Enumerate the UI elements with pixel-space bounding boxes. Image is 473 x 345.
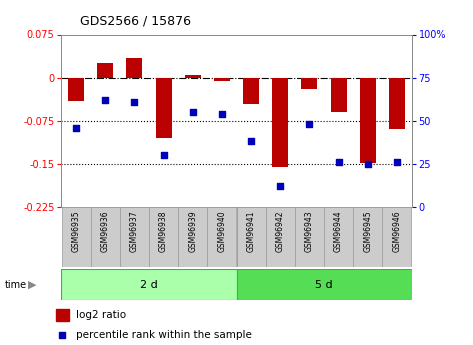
Bar	[236, 269, 412, 300]
Bar	[185, 75, 201, 78]
Point	[131, 99, 138, 105]
Bar	[156, 78, 172, 138]
Text: GSM96936: GSM96936	[101, 210, 110, 252]
Point	[393, 159, 401, 165]
Text: GSM96935: GSM96935	[71, 210, 80, 252]
Bar	[383, 207, 412, 267]
Text: GSM96946: GSM96946	[393, 210, 402, 252]
Text: GSM96939: GSM96939	[188, 210, 197, 252]
Text: GSM96943: GSM96943	[305, 210, 314, 252]
Bar	[208, 207, 236, 267]
Bar	[97, 63, 113, 78]
Point	[160, 152, 167, 158]
Bar	[295, 207, 324, 267]
Bar	[243, 78, 259, 104]
Text: GSM96937: GSM96937	[130, 210, 139, 252]
Text: 5 d: 5 d	[315, 280, 333, 289]
Bar	[149, 207, 178, 267]
Text: GSM96942: GSM96942	[276, 210, 285, 252]
Text: percentile rank within the sample: percentile rank within the sample	[76, 330, 252, 339]
Bar	[324, 207, 353, 267]
Bar	[236, 207, 265, 267]
Point	[364, 161, 372, 167]
Point	[218, 111, 226, 117]
Point	[72, 125, 80, 130]
Bar	[61, 207, 90, 267]
Point	[247, 139, 255, 144]
Text: GDS2566 / 15876: GDS2566 / 15876	[80, 14, 192, 28]
Bar	[389, 78, 405, 129]
Point	[189, 109, 197, 115]
Text: GSM96945: GSM96945	[363, 210, 372, 252]
Bar	[266, 207, 295, 267]
Bar	[301, 78, 317, 89]
Bar	[68, 78, 84, 101]
Point	[306, 121, 313, 127]
Bar	[353, 207, 382, 267]
Text: GSM96938: GSM96938	[159, 210, 168, 252]
Bar	[56, 309, 69, 321]
Bar	[178, 207, 207, 267]
Bar	[214, 78, 230, 80]
Bar	[331, 78, 347, 112]
Text: 2 d: 2 d	[140, 280, 158, 289]
Bar	[272, 78, 288, 167]
Text: GSM96941: GSM96941	[246, 210, 255, 252]
Point	[101, 97, 109, 103]
Text: GSM96940: GSM96940	[218, 210, 227, 252]
Bar	[61, 269, 236, 300]
Bar	[120, 207, 149, 267]
Text: time: time	[5, 280, 27, 289]
Bar	[360, 78, 376, 163]
Bar	[91, 207, 120, 267]
Point	[276, 184, 284, 189]
Text: log2 ratio: log2 ratio	[76, 310, 126, 320]
Text: ▶: ▶	[28, 280, 37, 289]
Text: GSM96944: GSM96944	[334, 210, 343, 252]
Point	[59, 332, 66, 337]
Point	[335, 159, 342, 165]
Bar	[126, 58, 142, 78]
